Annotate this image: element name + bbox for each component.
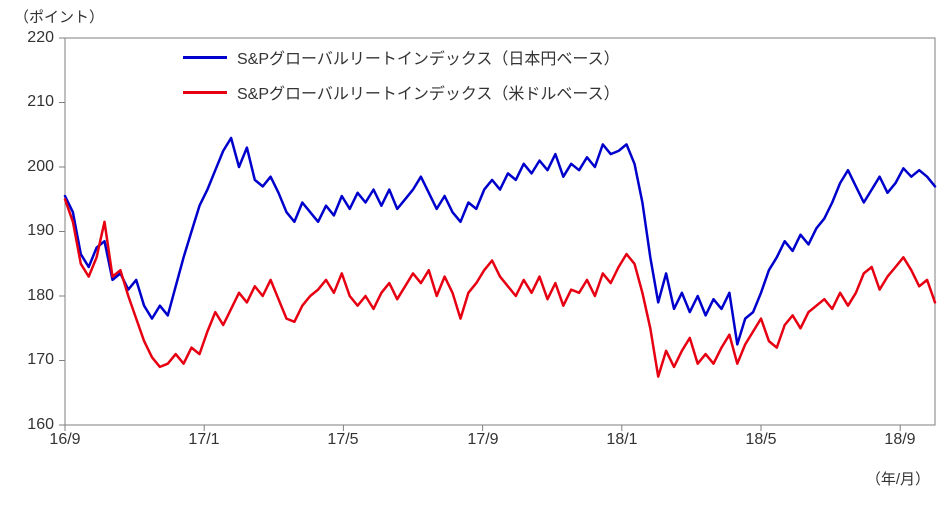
legend-line-swatch-usd — [183, 90, 227, 94]
y-tick-label-180: 180 — [27, 287, 54, 304]
y-tick-label-200: 200 — [27, 158, 54, 175]
x-tick-label-17-1: 17/1 — [188, 431, 220, 448]
legend-item-usd: S&Pグローバルリートインデックス（米ドルベース） — [183, 82, 620, 103]
legend-label-usd: S&Pグローバルリートインデックス（米ドルベース） — [237, 86, 620, 103]
axis-ticks — [59, 37, 901, 431]
series-line-usd — [63, 198, 937, 378]
x-tick-label-18-9: 18/9 — [884, 431, 916, 448]
y-tick-label-160: 160 — [27, 416, 54, 433]
x-tick-label-17-5: 17/5 — [327, 431, 359, 448]
legend-item-jpy: S&Pグローバルリートインデックス（日本円ベース） — [183, 47, 620, 68]
y-tick-label-220: 220 — [27, 29, 54, 46]
x-tick-label-16-9: 16/9 — [49, 431, 81, 448]
series-lines — [63, 136, 937, 378]
legend-line-swatch-jpy — [183, 55, 227, 59]
y-tick-label-190: 190 — [27, 222, 54, 239]
x-tick-label-18-1: 18/1 — [606, 431, 638, 448]
legend-label-jpy: S&Pグローバルリートインデックス（日本円ベース） — [237, 51, 620, 68]
x-tick-label-18-5: 18/5 — [745, 431, 777, 448]
series-line-jpy — [63, 136, 937, 346]
legend: S&Pグローバルリートインデックス（日本円ベース） S&Pグローバルリートインデ… — [183, 47, 620, 117]
y-axis-unit-label: （ポイント） — [14, 9, 105, 26]
x-tick-label-17-9: 17/9 — [467, 431, 499, 448]
x-axis-unit-label: （年/月） — [865, 471, 930, 488]
y-tick-label-170: 170 — [27, 351, 54, 368]
y-tick-label-210: 210 — [27, 93, 54, 110]
